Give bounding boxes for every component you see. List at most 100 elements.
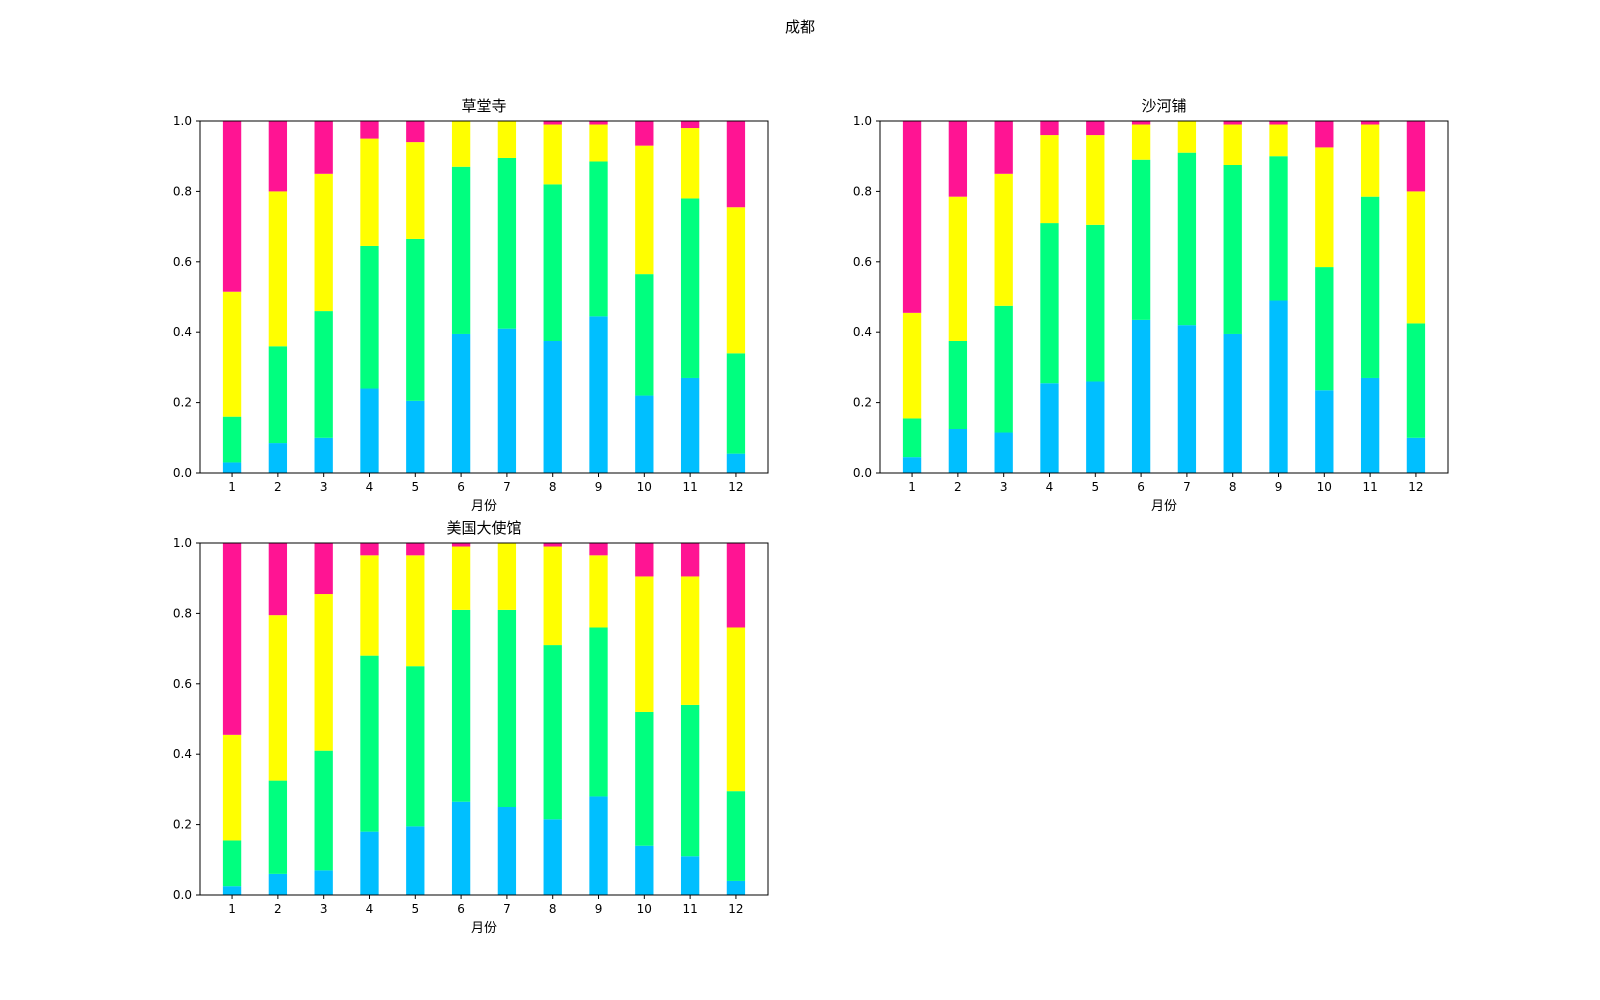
bar-segment <box>726 453 746 473</box>
y-tick-label: 0.8 <box>173 606 192 620</box>
bar-segment <box>726 207 746 354</box>
x-tick-label: 8 <box>549 902 557 916</box>
bar-segment <box>360 245 379 389</box>
bar-segment <box>314 870 333 895</box>
bar-segment <box>268 191 288 347</box>
x-tick-label: 2 <box>274 480 282 494</box>
x-tick-label: 8 <box>549 480 557 494</box>
y-tick-label: 0.2 <box>173 396 192 410</box>
y-tick-label: 1.0 <box>853 114 872 128</box>
bar-segment <box>589 555 608 628</box>
bar-segment <box>1040 223 1059 384</box>
bar-segment <box>1406 437 1426 473</box>
bar-segment <box>497 543 517 610</box>
bar-segment <box>589 121 608 125</box>
bar-segment <box>1269 156 1288 301</box>
bar-segment <box>1086 224 1105 382</box>
bar-segment <box>406 238 425 401</box>
bar-segment <box>360 388 379 473</box>
y-tick-label: 0.0 <box>173 466 192 480</box>
bar-segment <box>1223 121 1242 125</box>
bar-segment <box>994 173 1013 306</box>
bar-segment <box>589 796 608 895</box>
bar-segment <box>314 121 333 174</box>
x-tick-label: 10 <box>637 902 652 916</box>
bar-segment <box>635 145 654 275</box>
bar-segment <box>994 432 1013 473</box>
bar-segment <box>1360 121 1380 125</box>
bar-segment <box>1315 390 1334 473</box>
bar-segment <box>268 780 288 874</box>
y-tick-label: 0.8 <box>173 184 192 198</box>
y-tick-label: 0.2 <box>173 818 192 832</box>
x-tick-label: 11 <box>682 480 697 494</box>
bar-segment <box>406 142 425 239</box>
bar-segment <box>1086 381 1105 473</box>
bar-segment <box>451 546 471 610</box>
axes-frame <box>199 120 769 474</box>
bar-segment <box>635 121 654 146</box>
bar-segment <box>222 886 242 895</box>
x-tick-label: 5 <box>411 902 419 916</box>
bar-segment <box>726 353 746 454</box>
bar-segment <box>451 543 471 547</box>
x-tick-label: 3 <box>320 480 328 494</box>
bar-segment <box>222 543 242 735</box>
bar-segment <box>406 543 425 556</box>
x-tick-label: 5 <box>411 480 419 494</box>
x-axis-label: 月份 <box>1151 499 1177 514</box>
bar-segment <box>497 328 517 473</box>
bar-segment <box>314 750 333 871</box>
bar-segment <box>635 543 654 577</box>
y-tick-label: 0.0 <box>173 888 192 902</box>
y-tick-label: 0.6 <box>173 255 192 269</box>
bar-segment <box>726 791 746 881</box>
x-tick-label: 2 <box>274 902 282 916</box>
bar-segment <box>635 711 654 846</box>
bar-segment <box>994 305 1013 433</box>
bar-segment <box>360 555 379 656</box>
x-tick-label: 6 <box>457 902 465 916</box>
bar-segment <box>1269 124 1288 157</box>
x-tick-label: 4 <box>1046 480 1054 494</box>
bar-segment <box>268 443 288 473</box>
bar-segment <box>680 704 700 857</box>
bar-segment <box>1315 267 1334 391</box>
bar-segment <box>451 121 471 167</box>
bar-segment <box>543 341 562 473</box>
y-tick-label: 0.8 <box>853 184 872 198</box>
bar-segment <box>994 121 1013 174</box>
x-tick-label: 9 <box>595 480 603 494</box>
bar-segment <box>406 666 425 827</box>
bar-segment <box>1360 377 1380 473</box>
bar-segment <box>680 543 700 577</box>
bar-segment <box>948 429 968 473</box>
x-tick-label: 9 <box>595 902 603 916</box>
y-tick-label: 0.0 <box>853 466 872 480</box>
y-tick-label: 1.0 <box>173 536 192 550</box>
bar-segment <box>543 121 562 125</box>
subplot-title: 沙河铺 <box>1141 97 1186 115</box>
bar-segment <box>680 121 700 129</box>
bar-segment <box>451 333 471 473</box>
subplot-title: 美国大使馆 <box>446 519 521 537</box>
bar-segment <box>1040 135 1059 224</box>
bar-segment <box>589 316 608 473</box>
bar-segment <box>589 543 608 556</box>
bar-segment <box>680 576 700 705</box>
bar-segment <box>1223 165 1242 334</box>
bar-segment <box>1131 121 1151 125</box>
bar-segment <box>902 457 922 473</box>
bar-segment <box>1406 191 1426 324</box>
bar-segment <box>543 546 562 646</box>
bar-segment <box>451 609 471 802</box>
x-tick-label: 7 <box>503 480 511 494</box>
x-tick-label: 5 <box>1091 480 1099 494</box>
bar-segment <box>222 291 242 417</box>
x-tick-label: 3 <box>320 902 328 916</box>
bar-segment <box>406 400 425 473</box>
bar-segment <box>314 311 333 438</box>
x-tick-label: 3 <box>1000 480 1008 494</box>
bar-segment <box>635 274 654 396</box>
bar-segment <box>268 346 288 444</box>
